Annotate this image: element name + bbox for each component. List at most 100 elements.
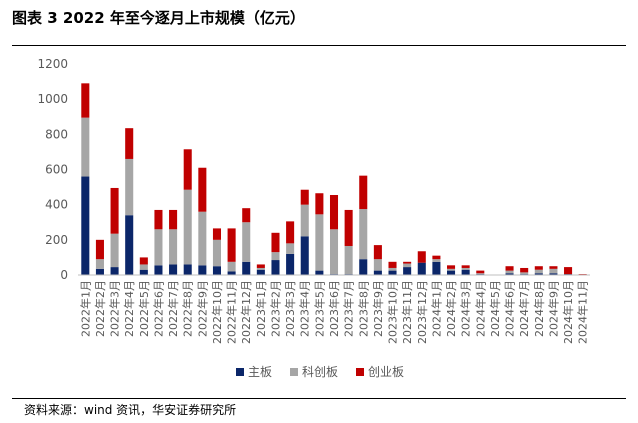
bar-segment-chinext: [447, 265, 456, 269]
bar-segment-chinext: [549, 266, 558, 269]
bar-segment-main-board: [505, 273, 514, 275]
bar-segment-chinext: [432, 255, 441, 260]
bar-segment-chinext: [315, 193, 324, 215]
x-tick-label: 2022年10月: [210, 280, 224, 344]
bar-segment-star-market: [81, 117, 90, 177]
bar-segment-main-board: [388, 270, 397, 275]
x-tick-label: 2023年5月: [312, 280, 326, 337]
bar-segment-main-board: [549, 273, 558, 275]
bar-segment-main-board: [300, 236, 309, 275]
x-tick-label: 2024年4月: [473, 280, 487, 337]
x-tick-label: 2022年6月: [151, 280, 165, 337]
bar-segment-star-market: [432, 259, 441, 262]
x-tick-label: 2024年11月: [576, 280, 590, 344]
bar-segment-star-market: [256, 267, 265, 270]
bar-segment-main-board: [432, 261, 441, 275]
bar-segment-star-market: [476, 273, 485, 275]
bar-segment-star-market: [242, 222, 251, 262]
bar-segment-chinext: [520, 267, 529, 273]
bar-segment-main-board: [227, 271, 236, 275]
x-tick-label: 2022年9月: [195, 280, 209, 337]
bar-segment-chinext: [256, 264, 265, 268]
bar-segment-chinext: [359, 175, 368, 210]
y-tick-label: 0: [60, 268, 68, 282]
bar-segment-main-board: [373, 270, 382, 275]
bar-segment-chinext: [534, 266, 543, 270]
y-tick-label: 1200: [37, 57, 68, 71]
bar-segment-star-market: [227, 261, 236, 272]
bar-segment-main-board: [242, 261, 251, 275]
bar-segment-chinext: [461, 265, 470, 268]
bar-segment-chinext: [242, 208, 251, 223]
bars-group: [81, 83, 587, 275]
bar-segment-main-board: [534, 273, 543, 275]
bar-segment-chinext: [286, 221, 295, 244]
bar-segment-star-market: [447, 268, 456, 271]
y-tick-label: 1000: [37, 92, 68, 106]
bar-segment-main-board: [183, 264, 192, 275]
bar-segment-star-market: [373, 259, 382, 271]
bar-segment-star-market: [461, 267, 470, 270]
bar-segment-main-board: [154, 265, 163, 275]
x-tick-label: 2023年8月: [356, 280, 370, 337]
bar-segment-star-market: [169, 229, 178, 265]
legend-swatch: [236, 368, 244, 376]
legend: 主板 科创板 创业板: [236, 365, 404, 379]
bar-segment-star-market: [359, 209, 368, 260]
x-tick-label: 2024年7月: [517, 280, 531, 337]
bar-segment-chinext: [227, 228, 236, 262]
x-tick-label: 2024年1月: [429, 280, 443, 337]
bar-segment-main-board: [359, 259, 368, 275]
x-tick-label: 2024年3月: [459, 280, 473, 337]
x-tick-label: 2023年7月: [342, 280, 356, 337]
bar-segment-chinext: [81, 83, 90, 118]
source-divider: [12, 398, 626, 399]
x-tick-label: 2023年1月: [254, 280, 268, 337]
chart-title: 图表 3 2022 年至今逐月上市规模（亿元）: [12, 9, 305, 27]
bar-segment-chinext: [125, 128, 134, 159]
bar-segment-main-board: [271, 260, 280, 275]
y-axis: 0 200 400 600 800 1000 1200: [37, 57, 68, 282]
x-tick-label: 2024年8月: [532, 280, 546, 337]
bar-segment-chinext: [95, 239, 104, 260]
bar-segment-star-market: [403, 263, 412, 268]
x-tick-label: 2023年9月: [371, 280, 385, 337]
bar-segment-star-market: [110, 233, 119, 268]
bar-segment-chinext: [329, 195, 339, 230]
bar-segment-main-board: [169, 264, 178, 275]
bar-segment-star-market: [212, 239, 221, 267]
x-tick-label: 2022年5月: [137, 280, 151, 337]
x-tick-label: 2024年10月: [561, 280, 575, 344]
bar-segment-star-market: [329, 229, 339, 275]
x-tick-label: 2024年2月: [444, 280, 458, 337]
bar-segment-star-market: [300, 204, 309, 237]
x-tick-label: 2023年12月: [415, 280, 429, 344]
legend-label: 科创板: [302, 365, 338, 379]
x-tick-label: 2022年8月: [181, 280, 195, 337]
bar-segment-chinext: [373, 245, 382, 260]
bar-segment-star-market: [198, 211, 207, 266]
bar-segment-main-board: [315, 270, 324, 275]
bar-segment-main-board: [256, 269, 265, 275]
bar-segment-chinext: [271, 232, 280, 253]
source-note: 资料来源：wind 资讯，华安证券研究所: [24, 403, 237, 417]
bar-segment-chinext: [139, 257, 148, 265]
y-tick-label: 600: [45, 163, 68, 177]
bar-segment-star-market: [125, 158, 134, 216]
x-tick-label: 2024年6月: [503, 280, 517, 337]
x-tick-label: 2022年4月: [122, 280, 136, 337]
x-tick-label: 2023年10月: [386, 280, 400, 344]
bar-segment-star-market: [534, 269, 543, 274]
bar-segment-star-market: [520, 272, 529, 275]
bar-segment-chinext: [154, 209, 163, 230]
bar-segment-main-board: [286, 253, 295, 275]
legend-label: 创业板: [368, 365, 404, 379]
y-tick-label: 200: [45, 233, 68, 247]
x-axis: 2022年1月 2022年2月 2022年3月 2022年4月 2022年5月 2022年…: [78, 274, 590, 344]
bar-segment-chinext: [169, 209, 178, 230]
bar-segment-chinext: [212, 228, 221, 240]
x-tick-label: 2023年3月: [283, 280, 297, 337]
bar-segment-main-board: [212, 266, 221, 275]
bar-segment-main-board: [81, 176, 90, 275]
